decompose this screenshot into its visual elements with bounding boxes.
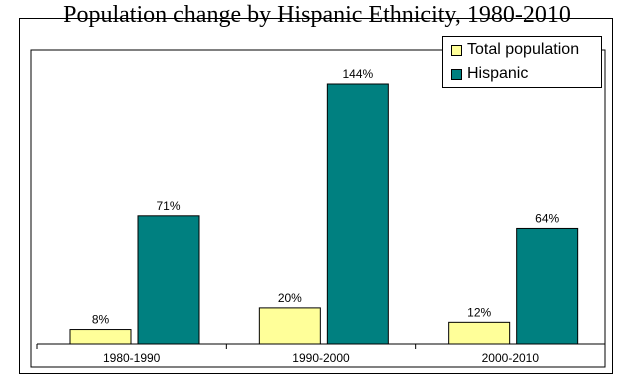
bar-hispanic-1990-2000 xyxy=(326,83,389,345)
legend-item-hispanic: Hispanic xyxy=(451,63,528,85)
plot-area xyxy=(30,49,606,368)
data-label-hispanic-1980-1990: 71% xyxy=(156,199,180,213)
x-tick-label-1990-2000: 1990-2000 xyxy=(292,351,350,365)
bar-total-population-2000-2010 xyxy=(448,321,511,345)
x-tick-label-1980-1990: 1980-1990 xyxy=(103,351,161,365)
chart-title: Population change by Hispanic Ethnicity,… xyxy=(63,2,571,28)
bar-total-population-1980-1990 xyxy=(69,329,132,345)
x-ticks-group: 1980-1990 1990-2000 2000-2010 xyxy=(36,344,606,365)
legend-swatch-total-population xyxy=(451,44,462,56)
data-label-total-population-1980-1990: 8% xyxy=(92,313,110,327)
data-label-total-population-2000-2010: 12% xyxy=(467,305,491,319)
bar-total-population-1990-2000 xyxy=(258,307,321,345)
bar-hispanic-2000-2010 xyxy=(516,227,579,345)
data-labels-group: 8% 71% 20% 144% 12% 64% xyxy=(92,67,560,327)
legend-label-hispanic: Hispanic xyxy=(467,65,529,82)
data-label-hispanic-2000-2010: 64% xyxy=(535,211,559,225)
data-label-hispanic-1990-2000: 144% xyxy=(342,67,373,81)
legend-item-total-population: Total population xyxy=(451,39,579,61)
legend-swatch-hispanic xyxy=(451,68,462,80)
legend-label-total-population: Total population xyxy=(467,41,580,58)
bar-hispanic-1980-1990 xyxy=(137,215,200,345)
legend: Total population Hispanic xyxy=(442,36,602,88)
x-tick-label-2000-2010: 2000-2010 xyxy=(482,351,540,365)
data-label-total-population-1990-2000: 20% xyxy=(278,291,302,305)
bars-group xyxy=(69,83,579,345)
